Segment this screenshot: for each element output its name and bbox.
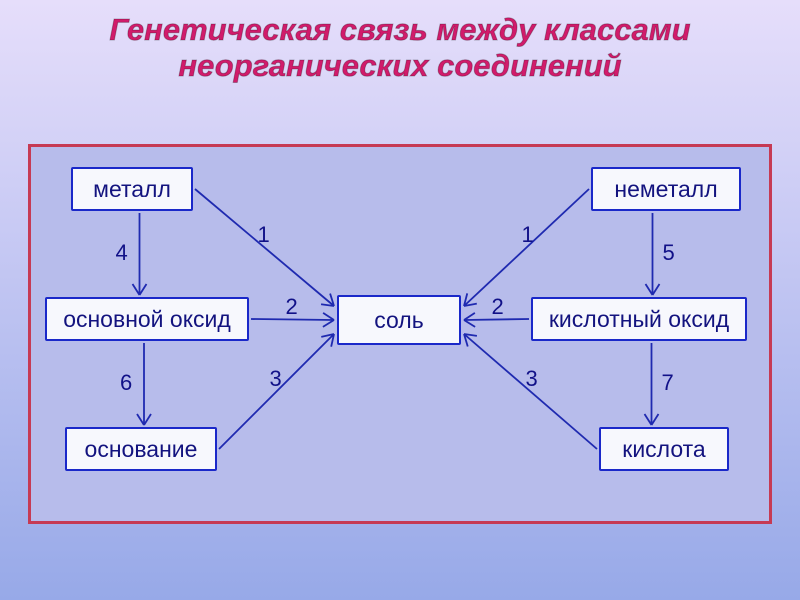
node-label: металл bbox=[93, 177, 171, 201]
title-line-1: Генетическая связь между классами bbox=[0, 12, 800, 48]
edge-label-7-acid-oxide: 7 bbox=[662, 370, 674, 396]
node-metal: металл bbox=[71, 167, 193, 211]
node-label: основной оксид bbox=[63, 307, 231, 331]
node-acid: кислота bbox=[599, 427, 729, 471]
edge-label-5-nonmetal: 5 bbox=[663, 240, 675, 266]
node-base: основание bbox=[65, 427, 217, 471]
node-basic-oxide: основной оксид bbox=[45, 297, 249, 341]
node-acid-oxide: кислотный оксид bbox=[531, 297, 747, 341]
diagram: металл неметалл основной оксид соль кислотны… bbox=[31, 147, 769, 521]
node-label: неметалл bbox=[614, 177, 717, 201]
title: Генетическая связь между классами неорга… bbox=[0, 12, 800, 84]
edge-label-left-1: 1 bbox=[258, 222, 270, 248]
node-label: кислота bbox=[622, 437, 705, 461]
node-salt: соль bbox=[337, 295, 461, 345]
node-nonmetal: неметалл bbox=[591, 167, 741, 211]
edge-label-left-2: 2 bbox=[286, 294, 298, 320]
stage: Генетическая связь между классами неорга… bbox=[0, 0, 800, 600]
edge-label-6-basic-oxide: 6 bbox=[120, 370, 132, 396]
diagram-frame: металл неметалл основной оксид соль кислотны… bbox=[28, 144, 772, 524]
node-label: основание bbox=[85, 437, 198, 461]
edge-label-right-3: 3 bbox=[526, 366, 538, 392]
edge-label-left-3: 3 bbox=[270, 366, 282, 392]
node-label: кислотный оксид bbox=[549, 307, 729, 331]
edge-label-4-metal: 4 bbox=[116, 240, 128, 266]
title-line-2: неорганических соединений bbox=[0, 48, 800, 84]
edge-label-right-2: 2 bbox=[492, 294, 504, 320]
edge-label-right-1: 1 bbox=[522, 222, 534, 248]
node-label: соль bbox=[374, 308, 423, 332]
